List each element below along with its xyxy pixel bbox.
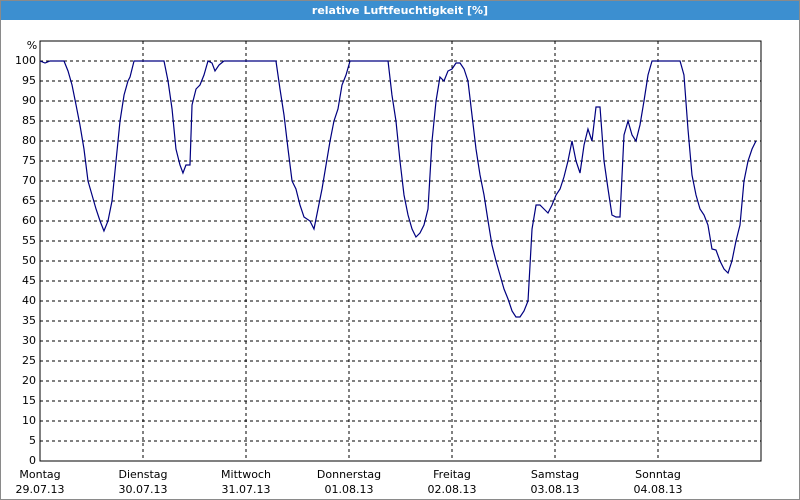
y-tick-label: 50 [22, 254, 36, 267]
y-tick-label: 20 [22, 374, 36, 387]
x-tick-date: 03.08.13 [531, 483, 580, 496]
y-tick-label: 55 [22, 234, 36, 247]
y-tick-label: 30 [22, 334, 36, 347]
x-tick-label: Samstag [531, 468, 579, 481]
x-tick-date: 29.07.13 [16, 483, 65, 496]
humidity-line [39, 60, 757, 318]
x-tick-date: 02.08.13 [428, 483, 477, 496]
y-tick-label: 35 [22, 314, 36, 327]
plot-area [39, 40, 762, 462]
x-tick-label: Dienstag [118, 468, 167, 481]
y-tick-label: 85 [22, 114, 36, 127]
y-tick-label: 70 [22, 174, 36, 187]
y-tick-label: 100 [15, 54, 36, 67]
x-tick-label: Freitag [433, 468, 471, 481]
x-tick-label: Donnerstag [317, 468, 381, 481]
y-tick-label: 25 [22, 354, 36, 367]
y-tick-label: 75 [22, 154, 36, 167]
x-tick-label: Sonntag [635, 468, 681, 481]
title-bar [1, 1, 799, 20]
x-tick-label: Mittwoch [221, 468, 271, 481]
y-tick-label: 60 [22, 214, 36, 227]
y-tick-label: 95 [22, 74, 36, 87]
y-tick-label: 65 [22, 194, 36, 207]
x-tick-label: Montag [19, 468, 60, 481]
y-axis-label: % [27, 39, 37, 52]
y-tick-label: 40 [22, 294, 36, 307]
y-tick-label: 90 [22, 94, 36, 107]
x-tick-date: 30.07.13 [119, 483, 168, 496]
y-tick-label: 10 [22, 414, 36, 427]
y-tick-label: 80 [22, 134, 36, 147]
x-tick-date: 31.07.13 [222, 483, 271, 496]
chart-title: relative Luftfeuchtigkeit [%] [312, 4, 488, 17]
y-tick-label: 0 [29, 454, 36, 467]
y-tick-label: 15 [22, 394, 36, 407]
x-tick-date: 04.08.13 [634, 483, 683, 496]
x-tick-date: 01.08.13 [325, 483, 374, 496]
y-tick-label: 45 [22, 274, 36, 287]
y-tick-label: 5 [29, 434, 36, 447]
